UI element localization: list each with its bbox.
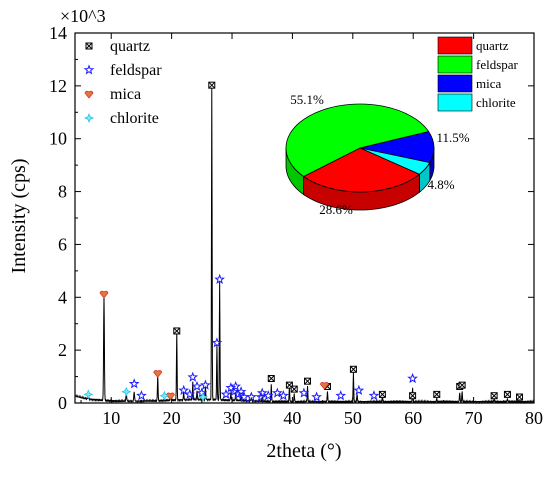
legend-marker-mica: [84, 90, 94, 99]
pie-legend-label: chlorite: [476, 95, 516, 110]
legend-label: feldspar: [110, 62, 162, 79]
pie-percent-label: 28.6%: [319, 202, 353, 217]
y-tick-label: 4: [58, 287, 67, 307]
feldspar-marker: [235, 386, 247, 397]
chlorite-marker: [121, 386, 132, 397]
x-tick-label: 20: [163, 408, 181, 428]
y-multiplier-label: ×10^3: [60, 6, 106, 26]
legend-marker-chlorite: [83, 112, 95, 124]
feldspar-marker: [246, 391, 257, 402]
pie-inset: 28.6% 55.1% 11.5% 4.8% quartz feldspar mica chl…: [285, 36, 519, 217]
y-tick-label: 12: [49, 76, 67, 96]
chlorite-marker: [198, 392, 209, 403]
pie-slice-feldspar: [285, 103, 430, 177]
quartz-marker: [409, 392, 417, 400]
feldspar-marker: [178, 384, 190, 395]
x-tick-label: 70: [465, 408, 483, 428]
y-tick-label: 0: [58, 393, 67, 413]
y-tick-label: 8: [58, 182, 67, 202]
feldspar-marker: [311, 391, 322, 402]
pie-percent-label: 11.5%: [436, 130, 469, 145]
feldspar-marker: [335, 390, 347, 401]
feldspar-marker: [368, 390, 380, 401]
chlorite-marker: [83, 389, 94, 400]
feldspar-marker: [256, 387, 268, 398]
pie-legend-swatch: [437, 74, 473, 93]
quartz-marker: [349, 365, 357, 373]
feldspar-marker: [187, 371, 199, 382]
legend-label: mica: [110, 86, 141, 103]
pie-legend-label: quartz: [476, 38, 509, 53]
feldspar-marker: [211, 337, 223, 348]
quartz-marker: [458, 381, 466, 389]
feldspar-marker: [278, 390, 289, 401]
chlorite-marker: [159, 390, 170, 401]
pie-slice-quartz: [302, 147, 421, 193]
feldspar-marker: [214, 273, 226, 284]
legend-marker-feldspar: [83, 64, 95, 75]
pie-percent-label: 55.1%: [290, 92, 324, 107]
feldspar-marker: [353, 384, 365, 395]
y-tick-label: 14: [49, 23, 67, 43]
x-axis-title: 2theta (°): [266, 440, 341, 462]
pie-legend-swatch: [437, 93, 473, 112]
legend-marker-quartz: [85, 42, 93, 50]
feldspar-marker: [136, 390, 147, 401]
mica-marker: [165, 392, 175, 401]
feldspar-marker: [298, 387, 310, 398]
pie-legend-label: mica: [476, 76, 501, 91]
xrd-pattern-line: [74, 84, 535, 405]
quartz-marker: [433, 390, 441, 398]
phase-markers: [83, 81, 524, 403]
feldspar-marker: [191, 380, 203, 392]
feldspar-marker: [200, 379, 211, 390]
x-tick-label: 80: [525, 408, 543, 428]
pie-percent-label: 4.8%: [427, 177, 454, 192]
y-tick-label: 6: [58, 234, 67, 254]
feldspar-marker: [128, 378, 140, 389]
y-axis-title: Intensity (cps): [8, 159, 30, 274]
feldspar-marker: [184, 388, 196, 399]
pie-legend-label: feldspar: [476, 57, 519, 72]
quartz-marker: [290, 385, 298, 393]
y-tick-label: 2: [58, 340, 67, 360]
feldspar-marker: [271, 387, 283, 398]
quartz-marker: [516, 393, 524, 401]
x-tick-label: 60: [404, 408, 422, 428]
y-tick-label: 10: [49, 129, 67, 149]
quartz-marker: [267, 375, 275, 383]
mica-marker: [319, 381, 329, 390]
mica-marker: [153, 370, 163, 378]
pie-legend-swatch: [437, 36, 473, 55]
legend-label: quartz: [110, 38, 150, 55]
quartz-marker: [378, 390, 386, 398]
legend-label: chlorite: [110, 110, 159, 127]
x-tick-label: 10: [102, 408, 120, 428]
feldspar-marker: [230, 380, 241, 392]
mica-marker: [99, 290, 109, 299]
pie-legend-swatch: [437, 55, 473, 74]
quartz-marker: [490, 392, 498, 400]
feldspar-marker: [407, 372, 418, 384]
legend: quartz feldspar mica chlorite: [83, 38, 162, 127]
x-tick-label: 40: [283, 408, 301, 428]
quartz-marker: [208, 81, 216, 89]
quartz-marker: [173, 327, 181, 335]
feldspar-marker: [220, 388, 232, 399]
x-tick-label: 50: [344, 408, 362, 428]
axes: 10 20 30 40 50 60 70 80 0 2 4 6 8 10 12 14: [49, 23, 543, 428]
quartz-marker: [503, 390, 511, 398]
feldspar-marker: [262, 390, 274, 401]
x-tick-label: 30: [223, 408, 241, 428]
quartz-marker: [304, 377, 312, 385]
